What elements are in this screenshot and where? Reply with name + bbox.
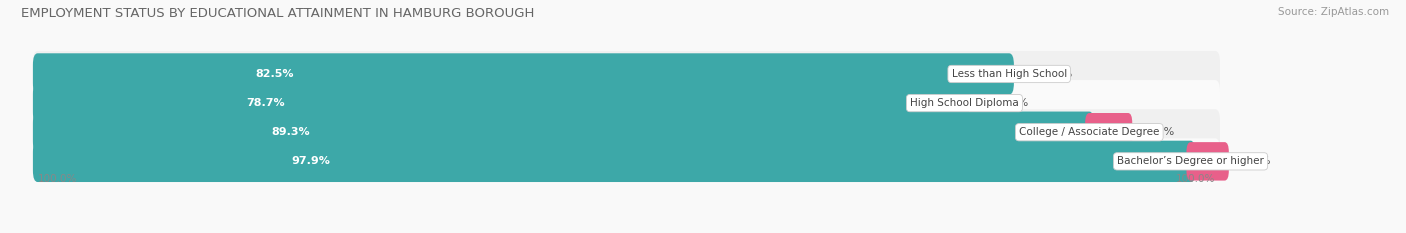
Text: Bachelor’s Degree or higher: Bachelor’s Degree or higher	[1118, 156, 1264, 166]
FancyBboxPatch shape	[32, 138, 1220, 184]
Text: 0.0%: 0.0%	[1045, 69, 1073, 79]
FancyBboxPatch shape	[1187, 142, 1229, 181]
Text: 82.5%: 82.5%	[256, 69, 294, 79]
Text: 0.0%: 0.0%	[1000, 98, 1028, 108]
FancyBboxPatch shape	[32, 109, 1220, 155]
Text: Source: ZipAtlas.com: Source: ZipAtlas.com	[1278, 7, 1389, 17]
Text: 3.3%: 3.3%	[1146, 127, 1174, 137]
Text: 89.3%: 89.3%	[271, 127, 311, 137]
Text: College / Associate Degree: College / Associate Degree	[1019, 127, 1160, 137]
FancyBboxPatch shape	[32, 82, 969, 124]
FancyBboxPatch shape	[32, 53, 1014, 95]
Text: 100.0%: 100.0%	[1175, 175, 1215, 184]
FancyBboxPatch shape	[1085, 113, 1132, 151]
FancyBboxPatch shape	[32, 80, 1220, 126]
Text: High School Diploma: High School Diploma	[910, 98, 1019, 108]
Text: 97.9%: 97.9%	[292, 156, 330, 166]
Text: 2.9%: 2.9%	[1243, 156, 1271, 166]
FancyBboxPatch shape	[32, 141, 1195, 182]
Text: 100.0%: 100.0%	[38, 175, 77, 184]
Text: EMPLOYMENT STATUS BY EDUCATIONAL ATTAINMENT IN HAMBURG BOROUGH: EMPLOYMENT STATUS BY EDUCATIONAL ATTAINM…	[21, 7, 534, 20]
FancyBboxPatch shape	[32, 112, 1094, 153]
Text: Less than High School: Less than High School	[952, 69, 1067, 79]
Text: 78.7%: 78.7%	[246, 98, 285, 108]
FancyBboxPatch shape	[32, 51, 1220, 97]
